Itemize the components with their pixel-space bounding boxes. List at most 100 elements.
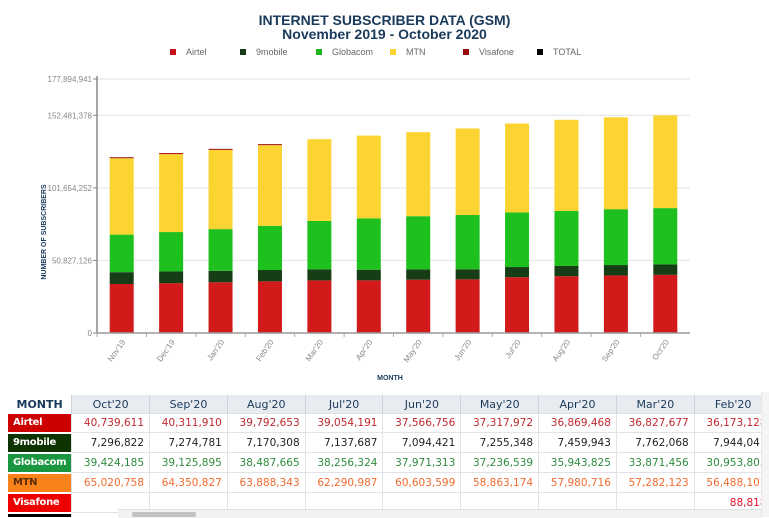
table-cell: 58,863,174 [460,472,540,493]
x-tick-label: May'20 [402,338,424,365]
bar-segment-globacom[interactable] [406,216,431,270]
bar-segment-9mobile[interactable] [653,264,678,275]
bar-segment-mtn[interactable] [554,119,579,211]
bar-segment-airtel[interactable] [159,283,184,333]
column-header[interactable]: Apr'20 [538,395,617,414]
bar-stack[interactable] [653,115,678,333]
bar-segment-airtel[interactable] [603,275,628,333]
bar-segment-9mobile[interactable] [455,269,480,280]
bar-segment-globacom[interactable] [455,215,480,270]
bar-segment-mtn[interactable] [406,132,431,217]
bar-segment-9mobile[interactable] [554,265,579,277]
vertical-scrollbar[interactable] [761,392,769,517]
bar-segment-globacom[interactable] [653,208,678,265]
table-cell: 40,739,611 [71,413,151,433]
legend-item-airtel[interactable]: Airtel [170,46,207,58]
bar-segment-mtn[interactable] [159,154,184,233]
bar-segment-globacom[interactable] [603,209,628,266]
bar-segment-9mobile[interactable] [109,272,134,285]
column-header[interactable]: Jun'20 [382,395,462,414]
bar-segment-mtn[interactable] [505,123,530,213]
legend-item-visafone[interactable]: Visafone [463,46,514,58]
bar-segment-globacom[interactable] [356,218,381,270]
bar-segment-globacom[interactable] [109,234,134,273]
bar-stack[interactable] [505,123,530,333]
bar-segment-airtel[interactable] [455,279,480,333]
bar-stack[interactable] [307,139,332,333]
bar-segment-9mobile[interactable] [406,269,431,280]
bar-segment-airtel[interactable] [554,276,579,333]
bar-segment-visafone[interactable] [159,153,184,155]
bars [109,115,678,333]
legend-item-globacom[interactable]: Globacom [316,46,373,58]
bar-segment-airtel[interactable] [257,281,282,333]
row-label: TOTAL [8,512,72,517]
table-cell: 39,424,185 [71,452,151,473]
table-cell: 7,255,348 [460,432,540,453]
bar-segment-mtn[interactable] [109,158,134,235]
column-header[interactable]: Aug'20 [226,395,306,414]
column-header[interactable]: Mar'20 [615,395,695,414]
bar-segment-airtel[interactable] [356,280,381,333]
bar-segment-mtn[interactable] [257,145,282,226]
table-cell: 57,282,123 [615,472,695,493]
column-header[interactable]: Feb'20 [693,395,761,414]
legend-swatch [240,48,246,55]
bar-segment-globacom[interactable] [554,210,579,266]
legend-label: TOTAL [553,47,582,57]
bar-segment-airtel[interactable] [653,274,678,333]
bar-stack[interactable] [159,153,184,333]
bar-segment-9mobile[interactable] [505,267,530,278]
bar-segment-9mobile[interactable] [603,265,628,276]
bar-segment-visafone[interactable] [208,148,233,150]
bar-stack[interactable] [554,119,579,333]
bar-segment-mtn[interactable] [455,128,480,216]
bar-segment-globacom[interactable] [159,232,184,272]
bar-stack[interactable] [109,157,134,333]
legend-item-mtn[interactable]: MTN [390,46,426,58]
bar-segment-9mobile[interactable] [307,269,332,281]
row-label: MTN [8,472,72,494]
bar-segment-airtel[interactable] [406,279,431,333]
row-label: Globacom [8,452,72,474]
bar-segment-mtn[interactable] [653,115,678,209]
bar-segment-globacom[interactable] [307,220,332,270]
bar-segment-airtel[interactable] [307,280,332,333]
bar-segment-9mobile[interactable] [159,271,184,284]
row-label: 9mobile [8,432,72,454]
bar-segment-mtn[interactable] [603,117,628,210]
bar-stack[interactable] [455,128,480,333]
bar-stack[interactable] [603,117,628,333]
bar-stack[interactable] [208,148,233,333]
bar-segment-9mobile[interactable] [208,270,233,283]
scrollbar-thumb[interactable] [132,512,196,517]
bar-stack[interactable] [406,132,431,333]
bar-segment-mtn[interactable] [356,135,381,219]
bar-segment-airtel[interactable] [505,277,530,333]
bar-segment-globacom[interactable] [257,225,282,271]
column-header[interactable]: Jul'20 [304,395,384,414]
legend-item-9mobile[interactable]: 9mobile [240,46,288,58]
table-cell: 36,173,128 [693,413,761,433]
horizontal-scrollbar[interactable] [118,509,761,518]
month-header: MONTH [8,395,72,414]
bar-segment-mtn[interactable] [208,149,233,230]
x-tick-label: Oct'20 [650,338,671,362]
bar-segment-9mobile[interactable] [257,270,282,282]
bar-segment-visafone[interactable] [257,144,282,146]
column-header[interactable]: Oct'20 [71,395,151,414]
column-header[interactable]: Sep'20 [149,395,228,414]
bar-segment-globacom[interactable] [208,229,233,271]
x-tick-label: Jun'20 [453,338,474,363]
bar-stack[interactable] [257,144,282,333]
bar-stack[interactable] [356,135,381,333]
bar-segment-mtn[interactable] [307,139,332,221]
bar-segment-9mobile[interactable] [356,269,381,281]
bar-segment-airtel[interactable] [109,284,134,333]
bar-segment-globacom[interactable] [505,212,530,268]
legend-item-total[interactable]: TOTAL [537,46,581,58]
column-header[interactable]: May'20 [460,395,540,414]
bar-segment-visafone[interactable] [109,157,134,159]
bar-segment-airtel[interactable] [208,282,233,333]
